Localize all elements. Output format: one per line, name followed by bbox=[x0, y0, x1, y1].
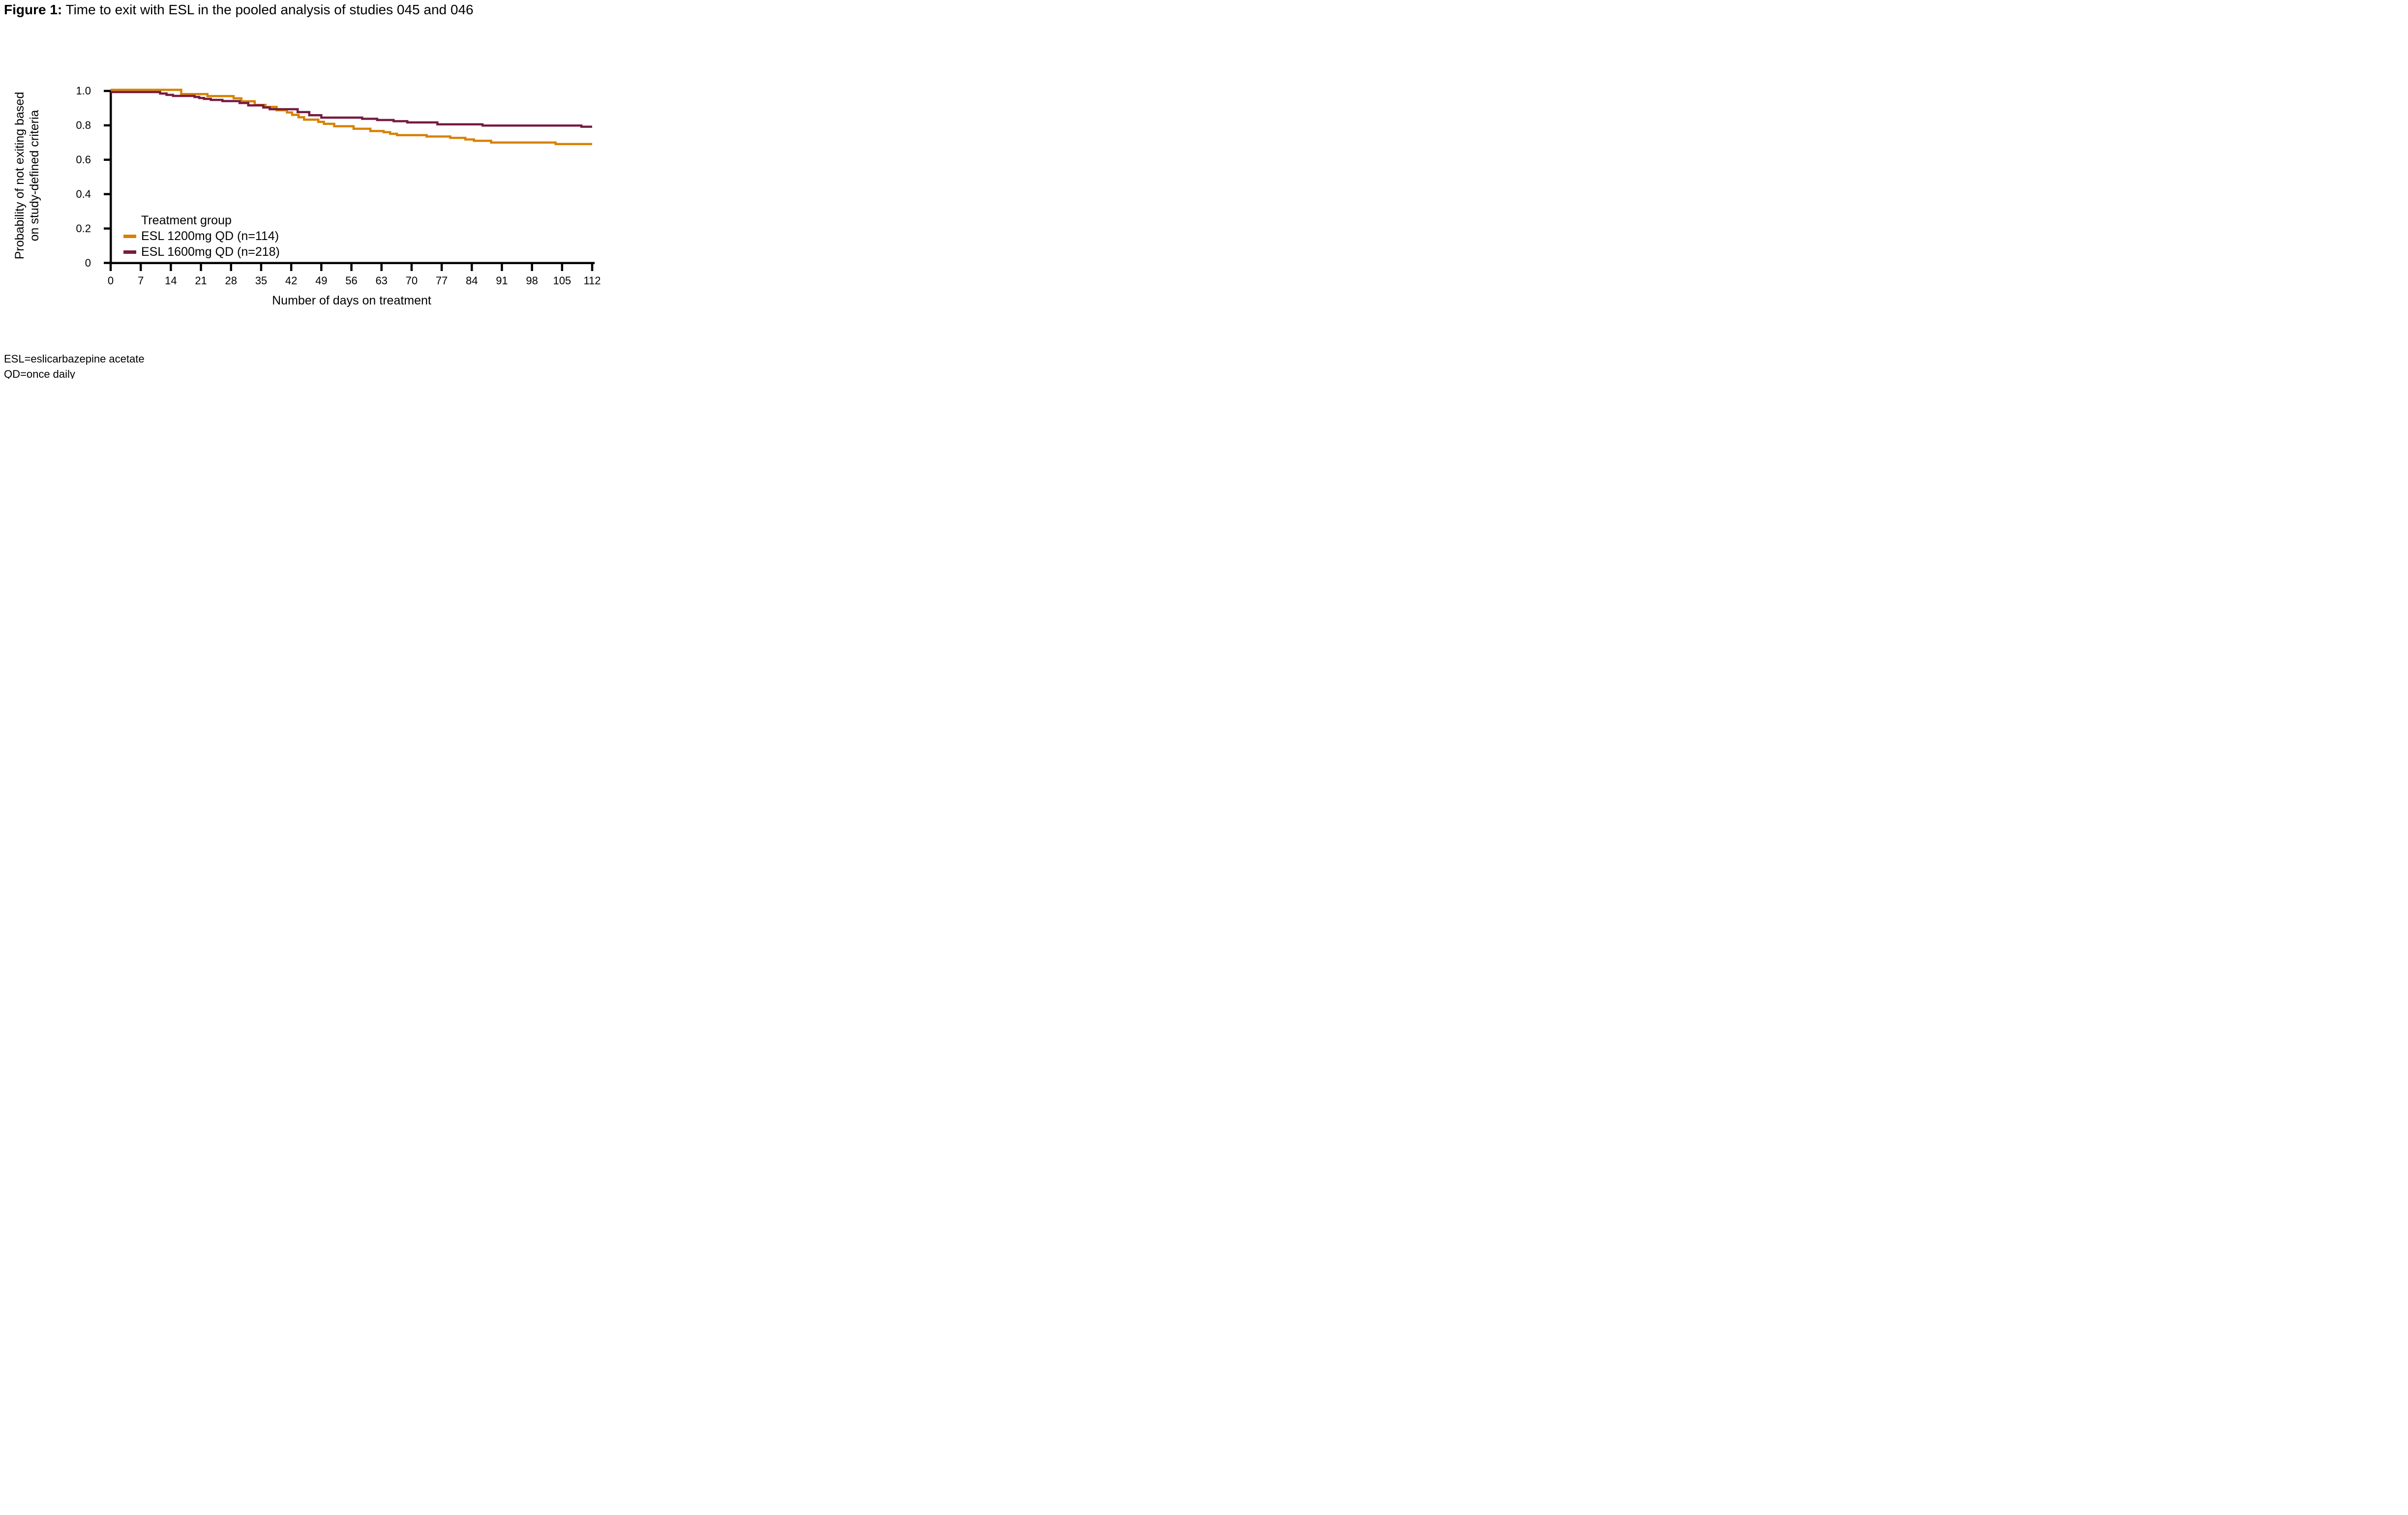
y-tick-label: 1.0 bbox=[76, 84, 91, 97]
footnote-esl: ESL=eslicarbazepine acetate bbox=[4, 353, 145, 365]
footnote-qd: QD=once daily bbox=[4, 368, 75, 379]
figure-title: Figure 1: Time to exit with ESL in the p… bbox=[4, 2, 474, 18]
x-tick-label: 49 bbox=[315, 274, 328, 287]
legend-label-esl-1200: ESL 1200mg QD (n=114) bbox=[141, 229, 279, 243]
km-plot-canvas bbox=[104, 89, 595, 271]
legend-row-esl-1600: ESL 1600mg QD (n=218) bbox=[123, 244, 280, 260]
y-tick-label: 0.4 bbox=[76, 187, 91, 200]
figure-number-label: Figure 1: bbox=[4, 2, 62, 17]
x-tick-label: 7 bbox=[138, 274, 144, 287]
x-tick-label: 28 bbox=[225, 274, 237, 287]
series-curve-esl-1200 bbox=[111, 89, 592, 146]
legend-title: Treatment group bbox=[141, 213, 232, 227]
x-tick-label: 14 bbox=[165, 274, 177, 287]
x-tick-label: 21 bbox=[195, 274, 207, 287]
x-tick-label: 70 bbox=[405, 274, 418, 287]
esl-1600-swatch-icon bbox=[123, 250, 136, 254]
x-tick-label: 77 bbox=[435, 274, 448, 287]
legend: Treatment group ESL 1200mg QD (n=114) ES… bbox=[123, 212, 280, 260]
legend-label-esl-1600: ESL 1600mg QD (n=218) bbox=[141, 244, 280, 259]
y-tick-label: 0.8 bbox=[76, 119, 91, 131]
figure-title-text: Time to exit with ESL in the pooled anal… bbox=[62, 2, 474, 17]
series-curve-esl-1600 bbox=[111, 91, 592, 128]
esl-1200-swatch-icon bbox=[123, 234, 136, 238]
x-tick-label: 35 bbox=[255, 274, 268, 287]
x-tick-label: 84 bbox=[466, 274, 478, 287]
x-tick-label: 0 bbox=[107, 274, 114, 287]
x-tick-label: 63 bbox=[375, 274, 388, 287]
x-tick-label: 105 bbox=[553, 274, 572, 287]
y-tick-label: 0 bbox=[85, 256, 91, 269]
x-tick-label: 56 bbox=[345, 274, 358, 287]
x-tick-label: 91 bbox=[496, 274, 508, 287]
x-tick-label: 112 bbox=[583, 274, 601, 287]
y-tick-label: 0.6 bbox=[76, 153, 91, 166]
footnotes: ESL=eslicarbazepine acetate QD=once dail… bbox=[4, 351, 145, 379]
legend-row-esl-1200: ESL 1200mg QD (n=114) bbox=[123, 228, 280, 244]
y-tick-label: 0.2 bbox=[76, 222, 91, 235]
x-axis-title: Number of days on treatment bbox=[272, 294, 431, 307]
x-tick-label: 98 bbox=[526, 274, 538, 287]
x-tick-label: 42 bbox=[285, 274, 298, 287]
figure-page: Figure 1: Time to exit with ESL in the p… bbox=[0, 0, 602, 379]
